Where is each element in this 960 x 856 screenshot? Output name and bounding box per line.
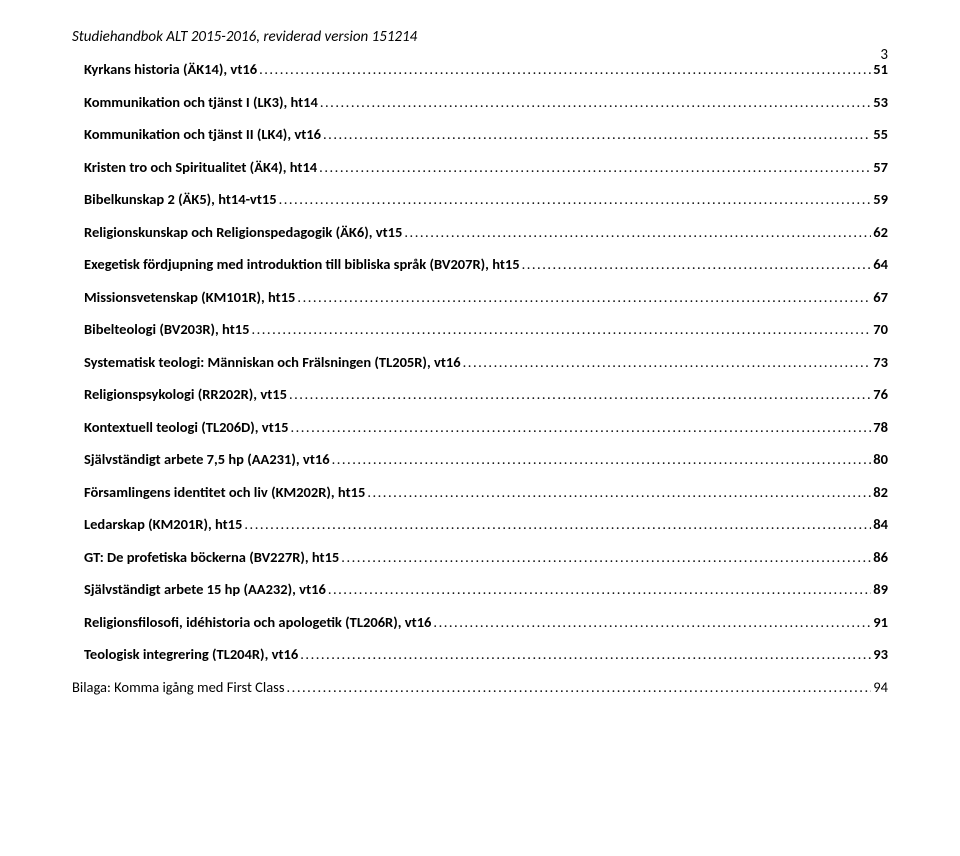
toc-entry-page: 59 — [873, 190, 888, 208]
toc-leader-dots — [332, 450, 872, 468]
toc-entry-page: 70 — [873, 320, 888, 338]
toc-leader-dots — [259, 60, 871, 78]
toc-entry-title: Bibelteologi (BV203R), ht15 — [84, 320, 249, 338]
toc-entry[interactable]: GT: De profetiska böckerna (BV227R), ht1… — [72, 548, 888, 566]
toc-entry-page: 73 — [873, 353, 888, 371]
toc-entry-title: Religionsfilosofi, idéhistoria och apolo… — [84, 613, 431, 631]
toc-leader-dots — [251, 320, 871, 338]
toc-leader-dots — [328, 580, 871, 598]
toc-leader-dots — [287, 678, 872, 696]
toc-leader-dots — [323, 125, 871, 143]
toc-entry-page: 64 — [873, 255, 888, 273]
toc-entry[interactable]: Självständigt arbete 15 hp (AA232), vt16… — [72, 580, 888, 598]
toc-entry[interactable]: Församlingens identitet och liv (KM202R)… — [72, 483, 888, 501]
toc-leader-dots — [367, 483, 871, 501]
toc-leader-dots — [290, 418, 871, 436]
toc-entry[interactable]: Religionspsykologi (RR202R), vt15 76 — [72, 385, 888, 403]
toc-entry-title: Systematisk teologi: Människan och Fräls… — [84, 353, 461, 371]
toc-leader-dots — [289, 385, 871, 403]
toc-entry-page: 89 — [873, 580, 888, 598]
toc-entry-title: Kommunikation och tjänst I (LK3), ht14 — [84, 93, 318, 111]
toc-entry-title: Teologisk integrering (TL204R), vt16 — [84, 645, 298, 663]
toc-entry-title: Religionskunskap och Religionspedagogik … — [84, 223, 402, 241]
toc-entry[interactable]: Kyrkans historia (ÄK14), vt1651 — [72, 60, 888, 78]
toc-leader-dots — [463, 353, 872, 371]
toc-entry-page: 93 — [873, 645, 888, 663]
toc-entry-title: Kontextuell teologi (TL206D), vt15 — [84, 418, 288, 436]
toc-leader-dots — [319, 158, 871, 176]
toc-leader-dots — [404, 223, 871, 241]
toc-leader-dots — [433, 613, 871, 631]
page-number: 3 — [880, 46, 888, 64]
toc-entry[interactable]: Religionsfilosofi, idéhistoria och apolo… — [72, 613, 888, 631]
toc-entry-page: 76 — [873, 385, 888, 403]
toc-entry-page: 53 — [873, 93, 888, 111]
toc-entry-title: GT: De profetiska böckerna (BV227R), ht1… — [84, 548, 339, 566]
toc-leader-dots — [522, 255, 872, 273]
document-page: Studiehandbok ALT 2015-2016, reviderad v… — [0, 0, 960, 856]
toc-entry[interactable]: Kristen tro och Spiritualitet (ÄK4), ht1… — [72, 158, 888, 176]
toc-entry-page: 67 — [873, 288, 888, 306]
table-of-contents: Kyrkans historia (ÄK14), vt1651 Kommunika… — [72, 60, 888, 696]
toc-entry-title: Ledarskap (KM201R), ht15 — [84, 515, 242, 533]
toc-entry-page: 91 — [873, 613, 888, 631]
toc-entry-page: 86 — [873, 548, 888, 566]
toc-entry[interactable]: Ledarskap (KM201R), ht15 84 — [72, 515, 888, 533]
toc-leader-dots — [300, 645, 871, 663]
toc-entry-title: Självständigt arbete 7,5 hp (AA231), vt1… — [84, 450, 330, 468]
toc-entry-title: Självständigt arbete 15 hp (AA232), vt16 — [84, 580, 326, 598]
toc-entry[interactable]: Religionskunskap och Religionspedagogik … — [72, 223, 888, 241]
toc-entry-page: 84 — [873, 515, 888, 533]
toc-entry[interactable]: Självständigt arbete 7,5 hp (AA231), vt1… — [72, 450, 888, 468]
toc-entry-title: Religionspsykologi (RR202R), vt15 — [84, 385, 287, 403]
toc-entry[interactable]: Exegetisk fördjupning med introduktion t… — [72, 255, 888, 273]
toc-entry-page: 82 — [873, 483, 888, 501]
toc-entry-title: Kommunikation och tjänst II (LK4), vt16 — [84, 125, 321, 143]
document-header: Studiehandbok ALT 2015-2016, reviderad v… — [72, 28, 888, 46]
toc-entry-title: Bilaga: Komma igång med First Class — [72, 678, 285, 696]
toc-leader-dots — [341, 548, 871, 566]
toc-entry[interactable]: Systematisk teologi: Människan och Fräls… — [72, 353, 888, 371]
toc-leader-dots — [279, 190, 872, 208]
toc-entry-page: 55 — [873, 125, 888, 143]
toc-entry-title: Bibelkunskap 2 (ÄK5), ht14-vt15 — [84, 190, 277, 208]
toc-entry[interactable]: Kommunikation och tjänst I (LK3), ht14 53 — [72, 93, 888, 111]
toc-entry[interactable]: Kommunikation och tjänst II (LK4), vt16 5… — [72, 125, 888, 143]
toc-entry-title: Missionsvetenskap (KM101R), ht15 — [84, 288, 295, 306]
toc-leader-dots — [244, 515, 871, 533]
toc-entry-page: 78 — [873, 418, 888, 436]
toc-entry-page: 62 — [873, 223, 888, 241]
toc-entry[interactable]: Kontextuell teologi (TL206D), vt15 78 — [72, 418, 888, 436]
toc-entry[interactable]: Bibelteologi (BV203R), ht15 70 — [72, 320, 888, 338]
toc-entry-title: Exegetisk fördjupning med introduktion t… — [84, 255, 520, 273]
toc-entry-page: 57 — [873, 158, 888, 176]
toc-leader-dots — [320, 93, 871, 111]
toc-entry-title: Kristen tro och Spiritualitet (ÄK4), ht1… — [84, 158, 317, 176]
toc-entry-page: 94 — [873, 678, 888, 696]
toc-entry-title: Kyrkans historia (ÄK14), vt16 — [84, 60, 257, 78]
toc-entry[interactable]: Missionsvetenskap (KM101R), ht15 67 — [72, 288, 888, 306]
toc-leader-dots — [297, 288, 871, 306]
toc-entry[interactable]: Bibelkunskap 2 (ÄK5), ht14-vt15 59 — [72, 190, 888, 208]
toc-entry-title: Församlingens identitet och liv (KM202R)… — [84, 483, 365, 501]
toc-entry-page: 80 — [873, 450, 888, 468]
toc-entry[interactable]: Teologisk integrering (TL204R), vt16 93 — [72, 645, 888, 663]
toc-entry[interactable]: Bilaga: Komma igång med First Class 94 — [72, 678, 888, 696]
